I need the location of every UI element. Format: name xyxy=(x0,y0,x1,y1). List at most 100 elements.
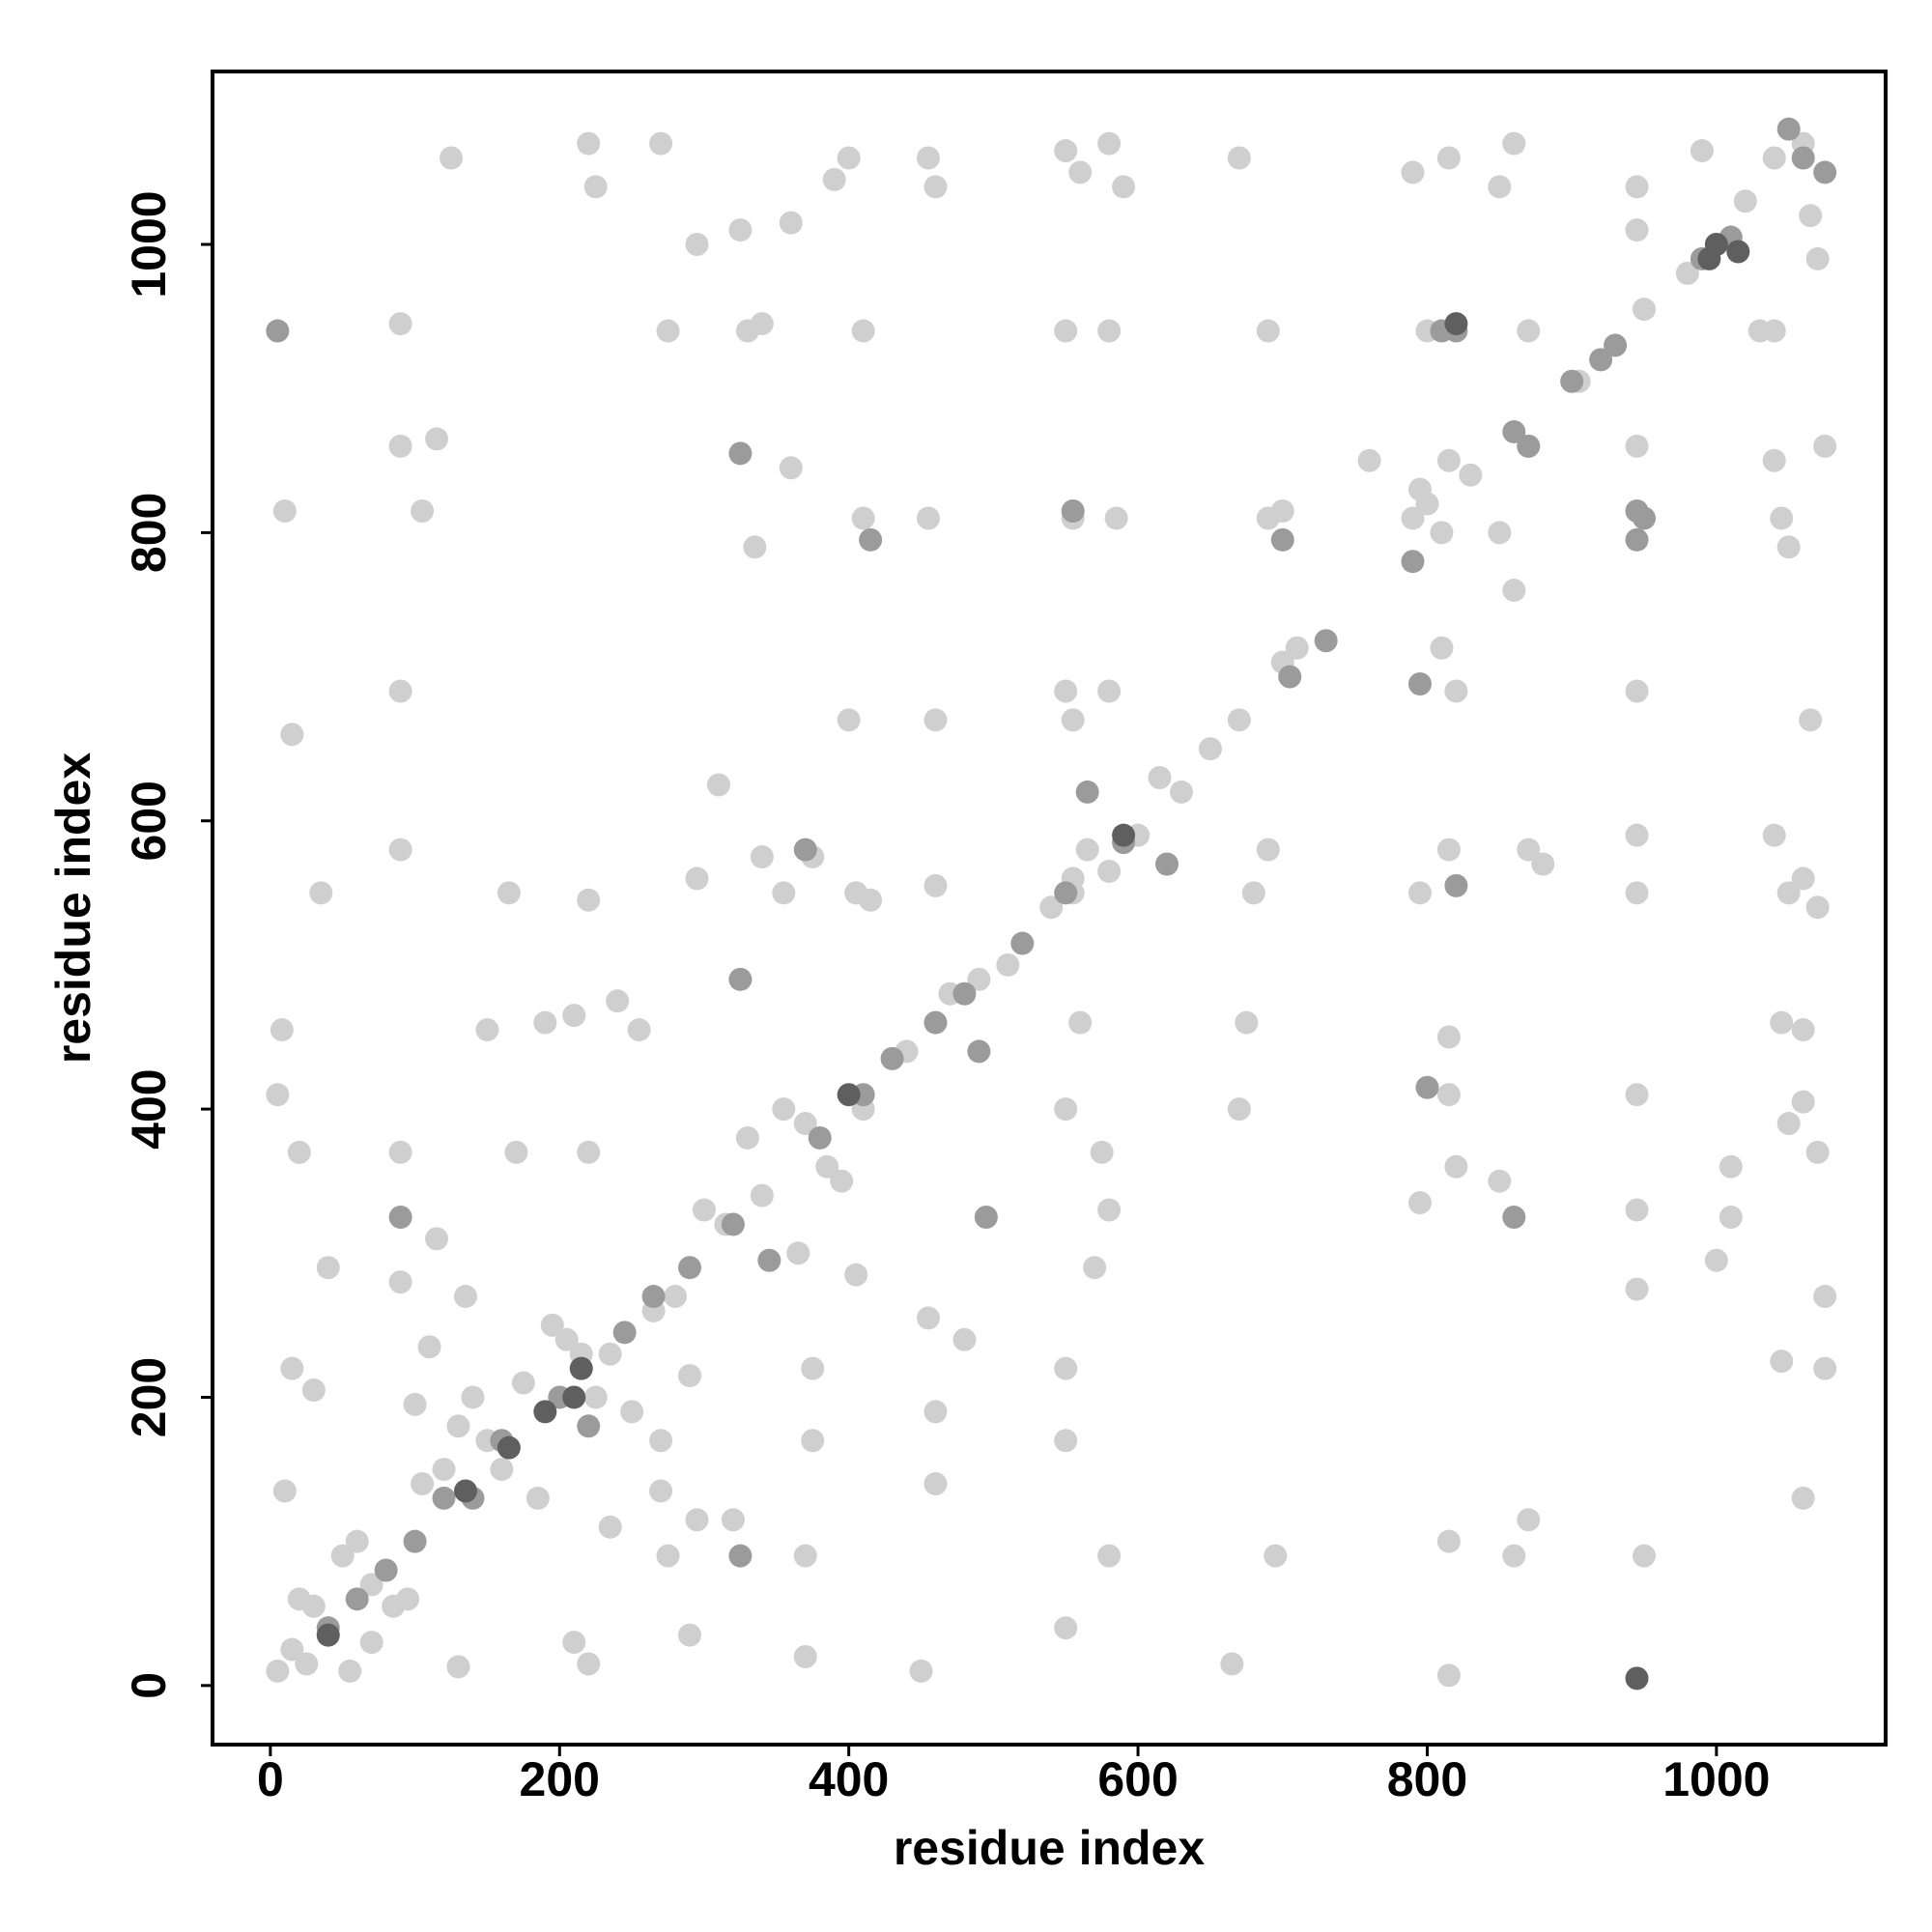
point xyxy=(1704,1248,1728,1272)
point xyxy=(750,845,774,869)
point xyxy=(1488,521,1512,545)
point xyxy=(656,319,680,343)
point xyxy=(721,1212,745,1236)
point xyxy=(851,506,875,530)
point xyxy=(1791,1018,1815,1042)
point xyxy=(374,1558,398,1582)
point xyxy=(425,1227,449,1251)
x-tick-label: 600 xyxy=(1097,1752,1178,1806)
point xyxy=(1604,333,1628,357)
point xyxy=(1459,463,1483,487)
point xyxy=(272,499,297,524)
point xyxy=(388,434,412,458)
point xyxy=(830,1169,854,1193)
point xyxy=(1799,204,1823,228)
point xyxy=(996,952,1020,977)
point xyxy=(1097,131,1122,156)
point xyxy=(851,319,875,343)
y-tick-label: 200 xyxy=(122,1357,176,1437)
point xyxy=(1097,1544,1122,1568)
point xyxy=(815,1154,839,1179)
point xyxy=(750,312,774,336)
point xyxy=(1791,146,1815,170)
point xyxy=(1054,319,1078,343)
point xyxy=(272,1479,297,1503)
point xyxy=(388,1140,412,1164)
point xyxy=(1625,881,1649,905)
point xyxy=(923,708,948,732)
point xyxy=(345,1587,369,1611)
point xyxy=(685,1508,709,1532)
point xyxy=(606,989,630,1013)
point xyxy=(1270,499,1294,524)
point xyxy=(822,167,846,191)
point xyxy=(1625,1083,1649,1107)
point xyxy=(1444,873,1468,897)
point xyxy=(837,708,861,732)
point xyxy=(1488,175,1512,199)
point xyxy=(620,1400,644,1424)
point xyxy=(1690,139,1714,163)
point xyxy=(1813,434,1837,458)
point xyxy=(1198,737,1222,761)
point xyxy=(1235,1010,1259,1035)
point xyxy=(801,1356,825,1380)
point xyxy=(1061,708,1085,732)
point xyxy=(411,499,435,524)
point xyxy=(923,175,948,199)
point xyxy=(917,146,941,170)
point xyxy=(859,888,883,912)
point xyxy=(1227,146,1251,170)
point xyxy=(1517,319,1541,343)
point xyxy=(287,1140,311,1164)
point xyxy=(678,1364,702,1388)
point xyxy=(909,1659,933,1683)
x-tick-label: 1000 xyxy=(1662,1752,1770,1806)
point xyxy=(612,1321,637,1345)
point xyxy=(316,1256,340,1280)
point xyxy=(1625,1198,1649,1222)
point xyxy=(793,1644,817,1668)
point xyxy=(1633,1544,1657,1568)
point xyxy=(583,175,608,199)
point xyxy=(359,1573,384,1597)
point xyxy=(728,218,753,242)
point xyxy=(967,1039,991,1064)
point xyxy=(1726,240,1750,264)
point xyxy=(1407,1191,1432,1215)
point xyxy=(779,456,803,480)
point xyxy=(1813,160,1837,185)
point xyxy=(793,1112,817,1136)
point xyxy=(432,1486,456,1510)
point xyxy=(1589,348,1613,372)
point xyxy=(1415,1075,1439,1099)
point xyxy=(388,1270,412,1294)
point xyxy=(1436,838,1461,862)
point xyxy=(692,1198,716,1222)
point xyxy=(1436,146,1461,170)
point xyxy=(1314,629,1338,653)
point xyxy=(1805,246,1830,270)
point xyxy=(1285,636,1309,660)
point xyxy=(461,1385,485,1409)
point xyxy=(1719,1154,1743,1179)
point xyxy=(1770,1350,1794,1374)
point xyxy=(345,1529,369,1553)
point xyxy=(338,1659,362,1683)
y-tick-label: 1000 xyxy=(122,190,176,298)
point xyxy=(844,1263,868,1287)
x-tick-label: 800 xyxy=(1387,1752,1467,1806)
point xyxy=(1054,679,1078,703)
point xyxy=(1625,218,1649,242)
point xyxy=(1407,672,1432,696)
point xyxy=(388,838,412,862)
point xyxy=(266,1659,290,1683)
point xyxy=(1436,1083,1461,1107)
point xyxy=(526,1486,550,1510)
point xyxy=(598,1342,622,1366)
point xyxy=(923,1471,948,1495)
point xyxy=(952,1327,977,1351)
point xyxy=(1436,1663,1461,1688)
point xyxy=(1762,823,1786,847)
